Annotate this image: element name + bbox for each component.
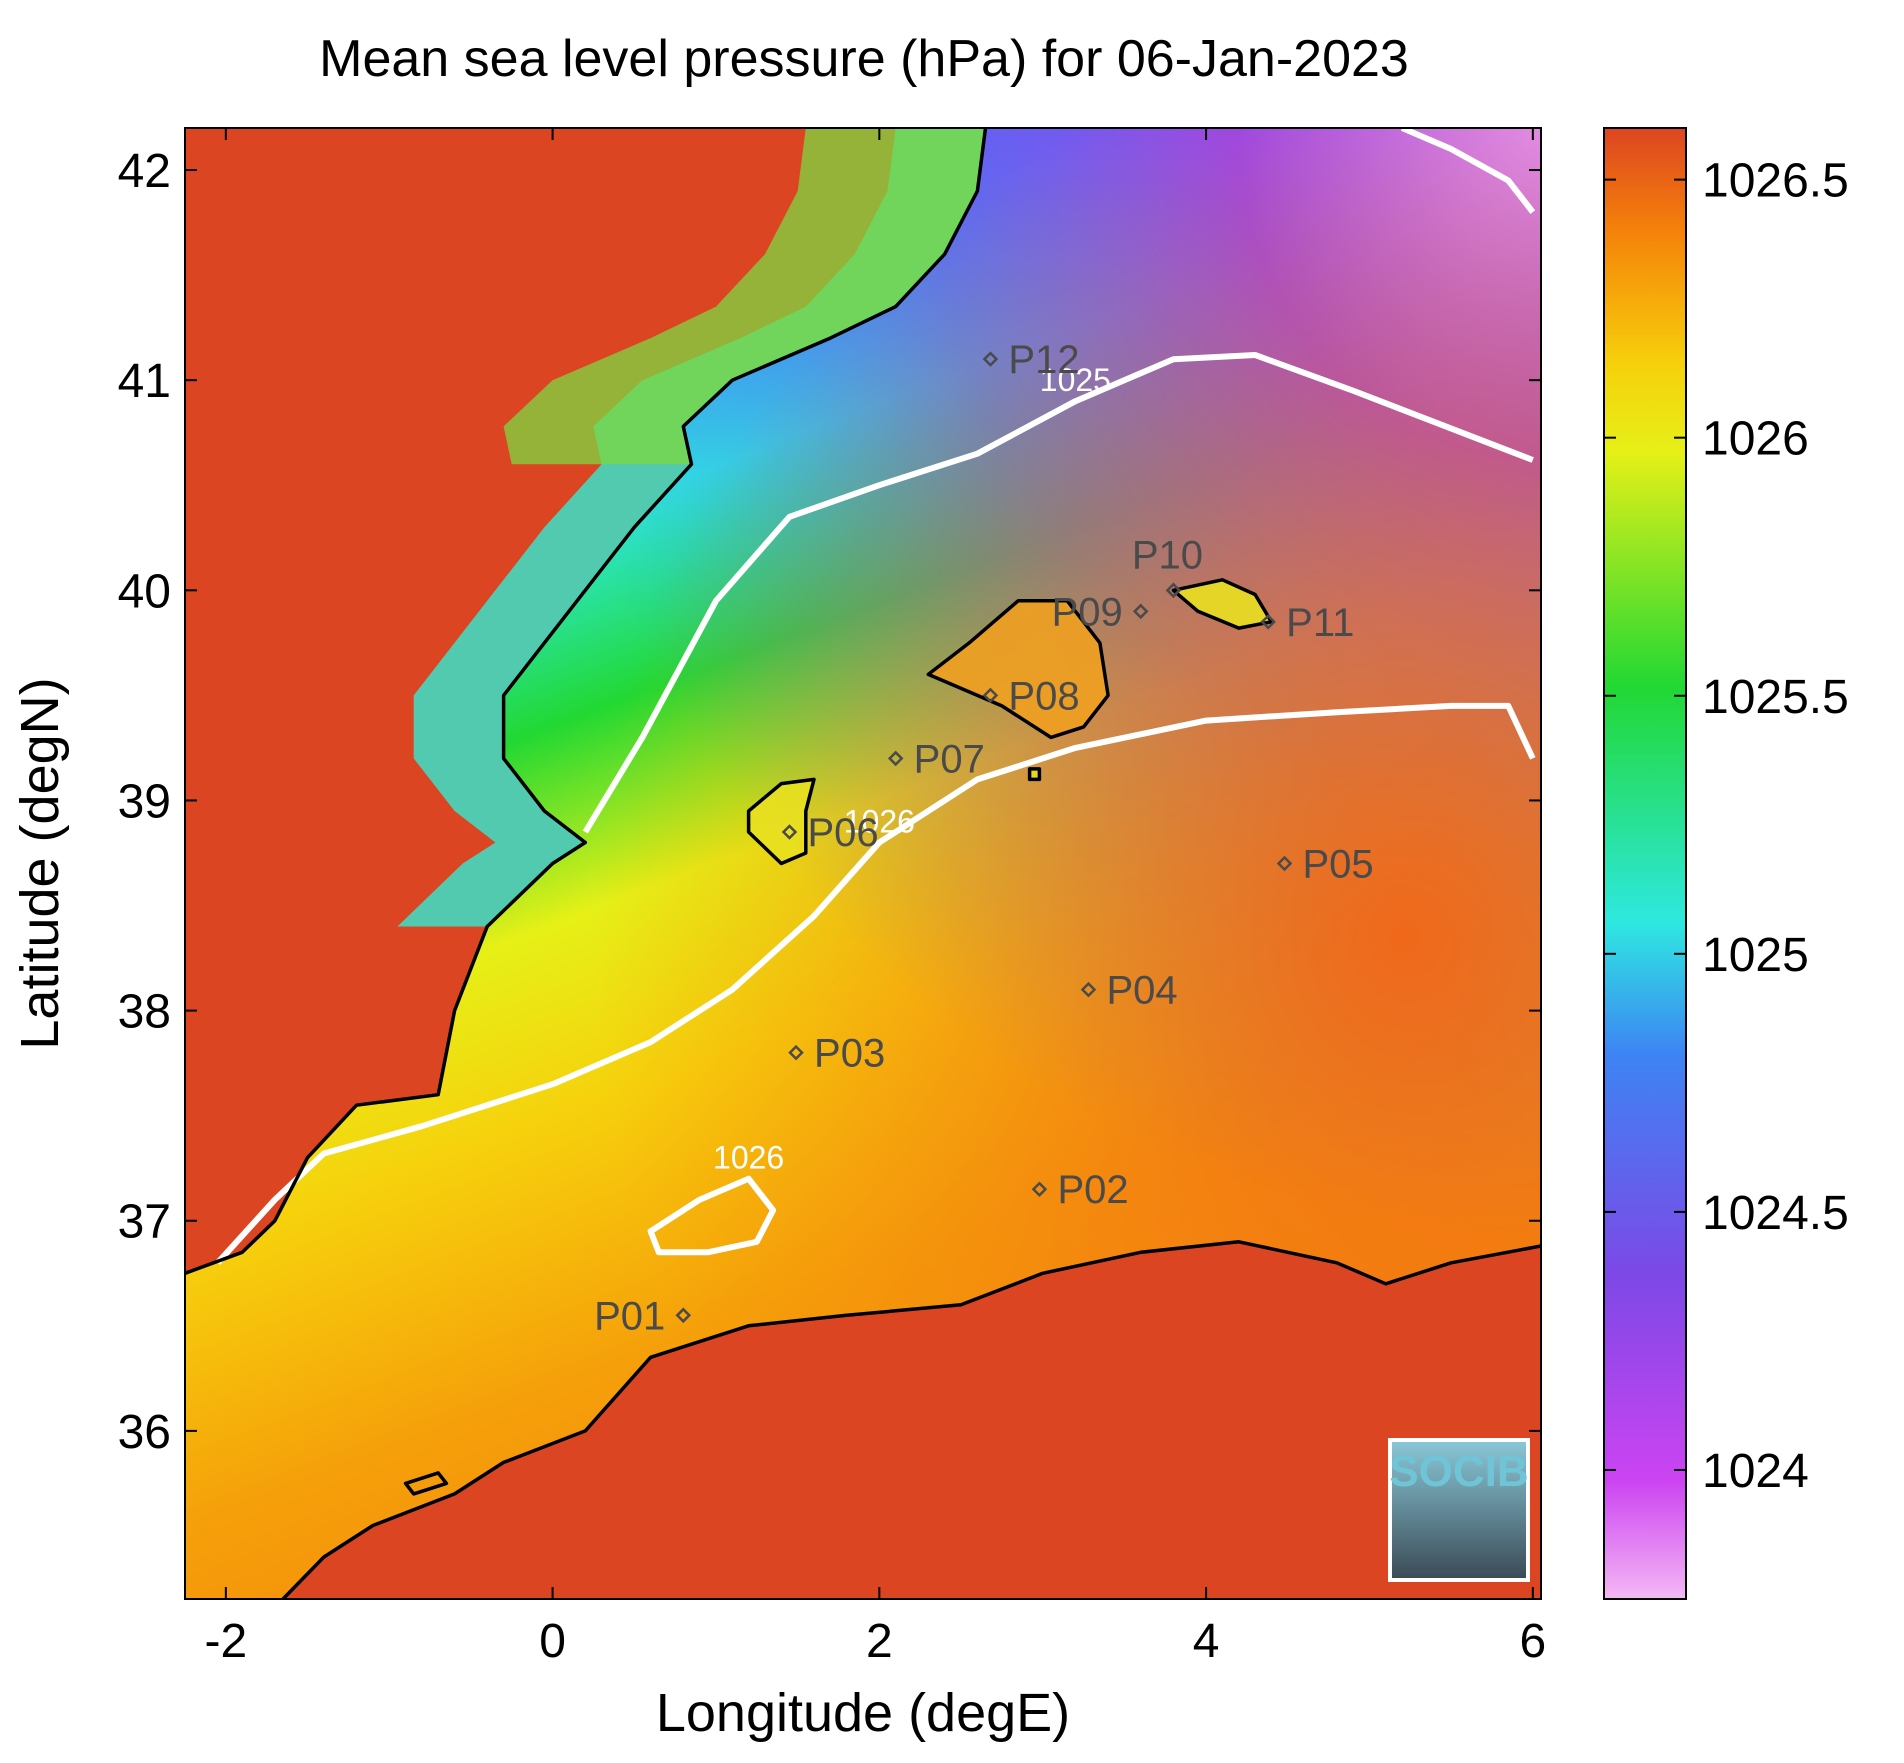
station-marker xyxy=(675,1307,692,1324)
station-marker xyxy=(1260,614,1276,630)
plot-frame xyxy=(184,127,1542,1600)
station-p02: P02 xyxy=(1031,1168,1129,1212)
station-label: P05 xyxy=(1303,843,1374,887)
x-tick-label: -2 xyxy=(204,1615,247,1668)
station-marker xyxy=(982,351,999,367)
land-layer xyxy=(185,128,1541,1599)
station-label: P08 xyxy=(1008,674,1079,718)
socib-logo-text: SOCIB xyxy=(1389,1447,1528,1496)
x-axis-label: Longitude (degE) xyxy=(656,1683,1070,1743)
contour-line xyxy=(647,1175,777,1256)
x-tick-label: 4 xyxy=(1193,1615,1220,1668)
station-label: P02 xyxy=(1057,1168,1128,1212)
x-tick-label: 2 xyxy=(866,1615,893,1668)
plot-area: 1025 1026 1026 P01 P02 P03 P04 P05 P06 P07 P08 P09… xyxy=(185,128,1541,1599)
station-marker xyxy=(788,1044,804,1061)
x-tick-label: 6 xyxy=(1519,1615,1546,1668)
station-label: P10 xyxy=(1132,533,1203,577)
station-p07: P07 xyxy=(887,737,985,781)
station-label: P06 xyxy=(807,811,878,855)
colorbar-tick-label: 1024.5 xyxy=(1702,1187,1849,1240)
y-axis-label: Latitude (degN) xyxy=(10,677,70,1049)
y-tick-label: 42 xyxy=(118,145,171,198)
colorbar-tick-label: 1025.5 xyxy=(1702,671,1849,724)
colorbar-tick-label: 1025 xyxy=(1702,929,1809,982)
station-marker xyxy=(1276,855,1293,872)
contour-line xyxy=(1400,128,1536,214)
station-p11: P11 xyxy=(1260,601,1354,645)
y-tick-label: 40 xyxy=(118,565,171,618)
coastline-layer xyxy=(185,128,1541,1599)
x-tick-label: 0 xyxy=(539,1615,566,1668)
station-p01: P01 xyxy=(594,1294,692,1338)
map-title: Mean sea level pressure (hPa) for 06-Jan… xyxy=(319,30,1409,88)
station-marker xyxy=(887,750,904,767)
colorbar-ticks: 1024 1024.5 1025 1025.5 1026 1026.5 xyxy=(1604,155,1849,1498)
station-p05: P05 xyxy=(1276,843,1374,887)
contour-line xyxy=(215,702,1536,1265)
station-marker xyxy=(1080,981,1097,998)
coastline-cabrera xyxy=(1027,767,1042,782)
station-p04: P04 xyxy=(1080,969,1178,1013)
station-label: P01 xyxy=(594,1294,665,1338)
y-tick-label: 38 xyxy=(118,986,171,1039)
y-tick-label: 39 xyxy=(118,775,171,828)
contour-label: 1026 xyxy=(713,1140,784,1176)
contour-label: 1025 xyxy=(1040,362,1111,398)
colorbar-tick-label: 1026 xyxy=(1702,413,1809,466)
station-label: P03 xyxy=(814,1032,885,1076)
station-marker xyxy=(982,687,999,704)
colorbar: 1024 1024.5 1025 1025.5 1026 1026.5 xyxy=(1603,127,1849,1600)
contour-line xyxy=(582,352,1534,834)
coastline-lagoon xyxy=(403,1471,449,1496)
station-label: P04 xyxy=(1106,969,1177,1013)
station-label: P09 xyxy=(1052,590,1123,634)
coastline-menorca xyxy=(1171,578,1274,630)
coastline-mallorca xyxy=(926,599,1110,740)
land-iberia xyxy=(185,128,986,1274)
coastline-ibiza xyxy=(746,777,816,866)
station-marker xyxy=(781,824,798,840)
y-tick-label: 41 xyxy=(118,355,171,408)
coastline-africa-north xyxy=(281,1240,1541,1599)
land-cabrera xyxy=(1029,768,1040,780)
station-label: P12 xyxy=(1008,338,1079,382)
colorbar-tick-label: 1026.5 xyxy=(1702,155,1849,208)
station-p09: P09 xyxy=(1052,590,1149,634)
station-p06: P06 xyxy=(781,811,879,855)
land-iberia-coastal-mid xyxy=(503,128,986,465)
socib-logo: SOCIB xyxy=(1388,1438,1530,1582)
y-tick-label: 36 xyxy=(118,1406,171,1459)
coastline-iberia-east xyxy=(185,128,988,1275)
contour-label: 1026 xyxy=(844,803,915,839)
station-p03: P03 xyxy=(788,1032,885,1076)
colorbar-tick-label: 1024 xyxy=(1702,1445,1809,1498)
station-label: P07 xyxy=(914,737,985,781)
station-marker xyxy=(1031,1181,1048,1197)
axis-ticks: -2 0 2 4 6 36 37 38 39 40 41 42 xyxy=(118,128,1546,1668)
contour-layer: 1025 1026 1026 xyxy=(215,128,1536,1265)
y-tick-label: 37 xyxy=(118,1196,171,1249)
land-africa xyxy=(283,1241,1541,1599)
colorbar-scale xyxy=(1603,127,1687,1600)
land-mallorca xyxy=(928,600,1109,738)
station-p12: P12 xyxy=(982,338,1080,382)
land-ibiza xyxy=(748,779,814,864)
station-label: P11 xyxy=(1286,601,1354,645)
station-marker xyxy=(1132,603,1149,620)
station-p08: P08 xyxy=(982,674,1080,718)
station-marker xyxy=(1165,582,1182,599)
station-p10: P10 xyxy=(1132,533,1203,599)
